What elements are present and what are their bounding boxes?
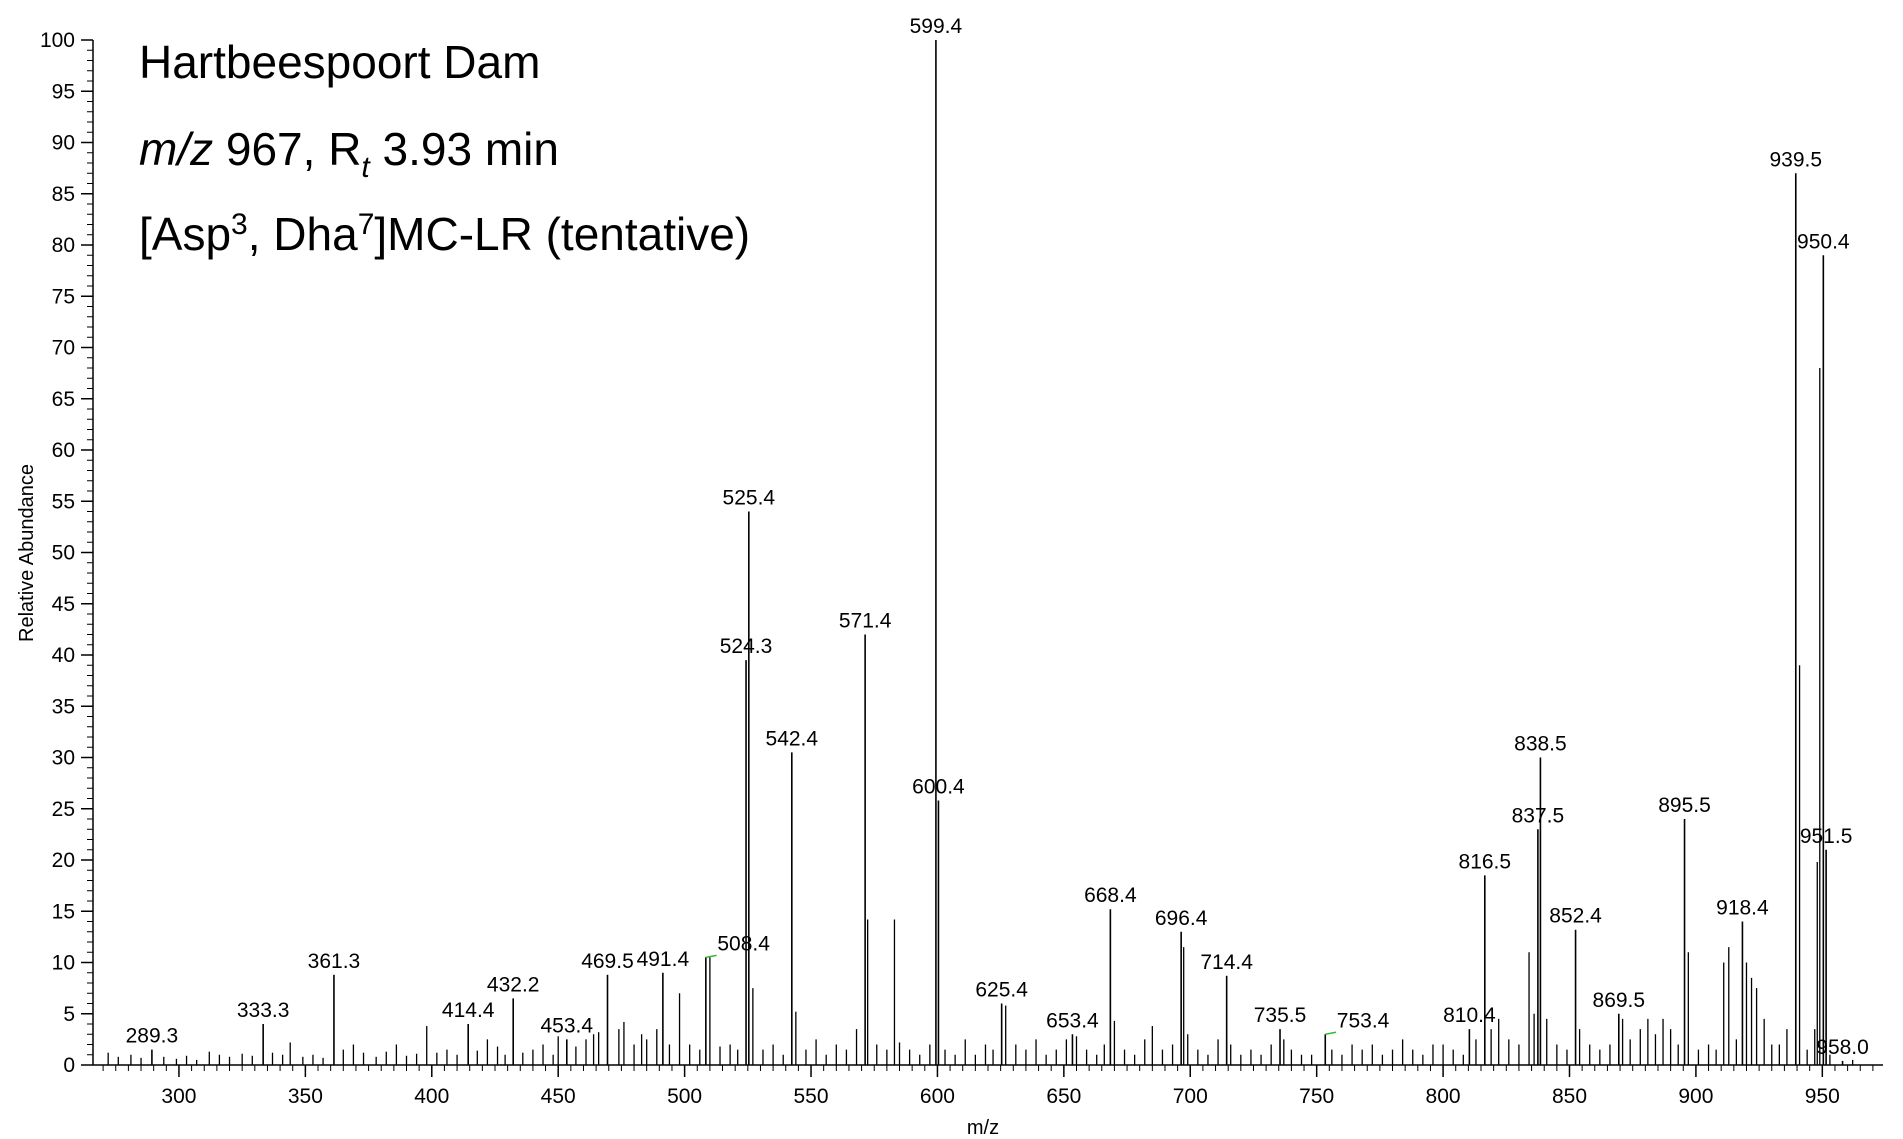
x-tick-label: 400 [414, 1085, 449, 1108]
y-tick-label: 75 [52, 285, 75, 308]
peak-leader-line [1325, 1031, 1337, 1035]
x-axis-ticks: 300 350 400 450 500 550 600 650 700 750 800 850 900 9… [102, 1065, 1874, 1108]
axes [92, 40, 1883, 1066]
annotation-compound: [Asp3, Dha7]MC-LR (tentative) [139, 208, 750, 260]
peak-label: 542.4 [766, 727, 819, 750]
peak-label: 838.5 [1514, 733, 1567, 756]
annotation-mz-label: m/z [139, 123, 213, 175]
peak-label: 600.4 [912, 776, 965, 799]
peak-leader-line [705, 954, 717, 959]
y-tick-label: 95 [52, 80, 75, 103]
peak-label: 951.5 [1800, 825, 1853, 848]
peak-label: 524.3 [720, 635, 773, 658]
y-axis-ticks: 0 5 10 15 20 25 30 35 40 45 50 55 60 65 70 75 80 85 90 95 10… [40, 29, 93, 1077]
peak-label: 816.5 [1459, 850, 1512, 873]
y-tick-label: 15 [52, 900, 75, 923]
x-tick-label: 550 [793, 1085, 828, 1108]
y-tick-label: 30 [52, 747, 75, 770]
peak-label: 869.5 [1593, 989, 1646, 1012]
y-tick-label: 70 [52, 337, 75, 360]
y-tick-label: 50 [52, 542, 75, 565]
peak-label: 571.4 [839, 610, 892, 633]
peak-label: 714.4 [1200, 951, 1253, 974]
peak-label: 361.3 [308, 950, 361, 973]
chart-annotation: Hartbeespoort Dam m/z 967, Rt 3.93 min [… [139, 36, 750, 260]
x-tick-label: 900 [1678, 1085, 1713, 1108]
x-tick-label: 750 [1299, 1085, 1334, 1108]
peak-label: 668.4 [1084, 884, 1137, 907]
peak-label: 939.5 [1769, 148, 1822, 171]
peak-label: 837.5 [1512, 804, 1565, 827]
peak-label-leaders [705, 954, 1337, 1035]
y-tick-label: 90 [52, 132, 75, 155]
x-tick-label: 850 [1552, 1085, 1587, 1108]
y-tick-label: 80 [52, 234, 75, 257]
peak-label: 950.4 [1797, 230, 1850, 253]
peak-label: 453.4 [541, 1014, 594, 1037]
peak-label: 625.4 [975, 979, 1028, 1002]
x-tick-label: 500 [667, 1085, 702, 1108]
annotation-compound-b: , Dha [248, 208, 358, 260]
x-tick-label: 700 [1173, 1085, 1208, 1108]
peak-label: 414.4 [442, 999, 495, 1022]
peak-label: 895.5 [1658, 794, 1711, 817]
annotation-compound-b-sup: 7 [358, 208, 375, 241]
peak-label: 469.5 [581, 950, 634, 973]
peak-label: 525.4 [723, 487, 776, 510]
y-tick-label: 40 [52, 644, 75, 667]
y-tick-label: 20 [52, 849, 75, 872]
annotation-mz-value: 967, R [213, 123, 361, 175]
y-tick-label: 35 [52, 695, 75, 718]
y-tick-label: 45 [52, 593, 75, 616]
y-tick-label: 65 [52, 388, 75, 411]
x-tick-label: 450 [541, 1085, 576, 1108]
peak-label: 918.4 [1716, 897, 1769, 920]
x-tick-label: 600 [920, 1085, 955, 1108]
peak-label: 333.3 [237, 999, 290, 1022]
y-tick-label: 10 [52, 952, 75, 975]
peak-label: 852.4 [1549, 905, 1602, 928]
annotation-compound-c: ]MC-LR (tentative) [374, 208, 750, 260]
y-tick-label: 60 [52, 439, 75, 462]
peak-label: 810.4 [1443, 1004, 1496, 1027]
peak-label: 289.3 [126, 1025, 179, 1048]
y-tick-label: 5 [63, 1003, 75, 1026]
annotation-compound-a: [Asp [139, 208, 231, 260]
x-axis-title: m/z [967, 1117, 999, 1139]
peak-label: 432.2 [487, 973, 540, 996]
peak-label: 508.4 [717, 932, 770, 955]
x-tick-label: 350 [288, 1085, 323, 1108]
annotation-rt-value: 3.93 min [370, 123, 559, 175]
y-tick-label: 55 [52, 490, 75, 513]
peak-bars [107, 40, 1854, 1065]
y-tick-label: 100 [40, 29, 75, 52]
annotation-compound-a-sup: 3 [231, 208, 248, 241]
peak-label: 753.4 [1337, 1009, 1390, 1032]
y-tick-label: 85 [52, 183, 75, 206]
annotation-mz-rt: m/z 967, Rt 3.93 min [139, 123, 559, 184]
annotation-rt-subscript: t [361, 151, 371, 184]
y-tick-label: 25 [52, 798, 75, 821]
y-tick-label: 0 [63, 1054, 75, 1077]
peak-label: 653.4 [1046, 1009, 1099, 1032]
peak-label: 491.4 [637, 948, 690, 971]
x-tick-label: 800 [1426, 1085, 1461, 1108]
peak-label: 958.0 [1816, 1036, 1869, 1059]
x-tick-label: 650 [1046, 1085, 1081, 1108]
annotation-location: Hartbeespoort Dam [139, 36, 540, 88]
y-axis-title: Relative Abundance [16, 464, 38, 642]
x-tick-label: 300 [161, 1085, 196, 1108]
peak-label: 735.5 [1254, 1004, 1307, 1027]
x-tick-label: 950 [1805, 1085, 1840, 1108]
peak-label: 599.4 [910, 15, 963, 38]
peak-label: 696.4 [1155, 907, 1208, 930]
